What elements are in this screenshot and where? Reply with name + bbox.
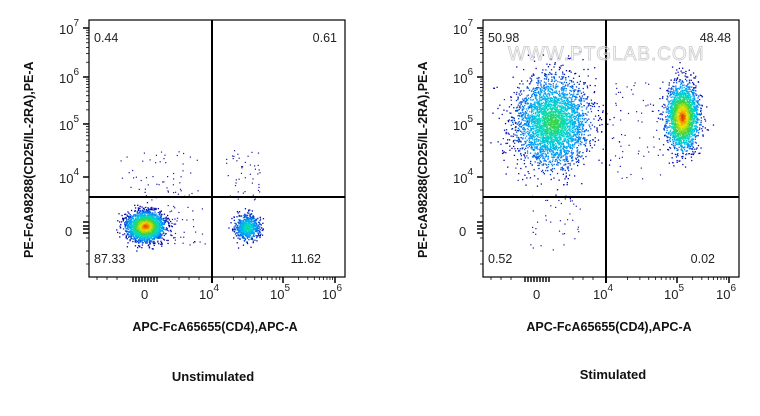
y-tick-label: 106	[59, 67, 79, 86]
y-tick-label: 105	[59, 114, 79, 133]
y-axis-label: PE-FcA98288(CD25/IL-2RA),PE-A	[22, 61, 36, 258]
y-tick-label: 104	[453, 167, 473, 186]
plot-panel-unstimulated: 107 106 105 104 0 104 105 106 0 0.44 0.61 87.33 11.6…	[22, 18, 346, 384]
plot-stimulated: 107 106 105 104 0 104 105 106 0 WWW.PTGLAB.COM50.…	[453, 18, 740, 302]
y-tick-label: 0	[65, 224, 72, 239]
plot-unstimulated: 107 106 105 104 0 104 105 106 0 0.44 0.61 87.33 11.6…	[59, 18, 346, 302]
x-tick-label: 106	[716, 283, 736, 302]
x-tick-label: 105	[270, 283, 290, 302]
x-tick-label: 0	[533, 287, 540, 302]
quadrant-upper-left-value: 50.98	[488, 31, 519, 45]
x-tick-label: 106	[322, 283, 342, 302]
y-tick-label: 107	[453, 18, 473, 37]
y-tick-label: 104	[59, 167, 79, 186]
plot-area: 107 106 105 104 0 104 105 106 0 0.44 0.61 87.33 11.6…	[59, 18, 346, 302]
plot-area: 107 106 105 104 0 104 105 106 0 WWW.PTGLAB.COM50.…	[453, 18, 740, 302]
x-tick-label: 104	[199, 283, 219, 302]
quadrant-upper-right-value: 0.61	[313, 31, 337, 45]
plot-caption: Stimulated	[579, 367, 647, 382]
quadrant-lower-right-value: 11.62	[291, 252, 321, 266]
y-tick-label: 0	[459, 224, 466, 239]
x-tick-label: 105	[664, 283, 684, 302]
y-axis-label: PE-FcA98288(CD25/IL-2RA),PE-A	[416, 61, 430, 258]
plot-panel-stimulated: 107 106 105 104 0 104 105 106 0 WWW.PTGLAB.COM 50.…	[380, 0, 760, 416]
x-tick-label: 104	[593, 283, 613, 302]
plot-frame	[482, 19, 740, 278]
data-points	[490, 51, 715, 251]
plot-frame	[88, 19, 346, 278]
x-axis-label: APC-FcA65655(CD4),APC-A	[132, 320, 298, 334]
x-axis-label: APC-FcA65655(CD4),APC-A	[526, 320, 692, 334]
watermark: WWW.PTGLAB.COM	[508, 44, 705, 65]
quadrant-lower-left-value: 0.52	[488, 252, 512, 266]
y-tick-label: 107	[59, 18, 79, 37]
plot-caption: Unstimulated	[171, 369, 255, 384]
quadrant-upper-left-value: 0.44	[94, 31, 118, 45]
y-tick-label: 105	[453, 114, 473, 133]
quadrant-upper-right-value: 48.48	[700, 31, 731, 45]
x-tick-label: 0	[141, 287, 148, 302]
quadrant-lower-left-value: 87.33	[94, 252, 125, 266]
quadrant-lower-right-value: 0.02	[691, 252, 715, 266]
data-points	[116, 150, 265, 252]
y-tick-label: 106	[453, 67, 473, 86]
